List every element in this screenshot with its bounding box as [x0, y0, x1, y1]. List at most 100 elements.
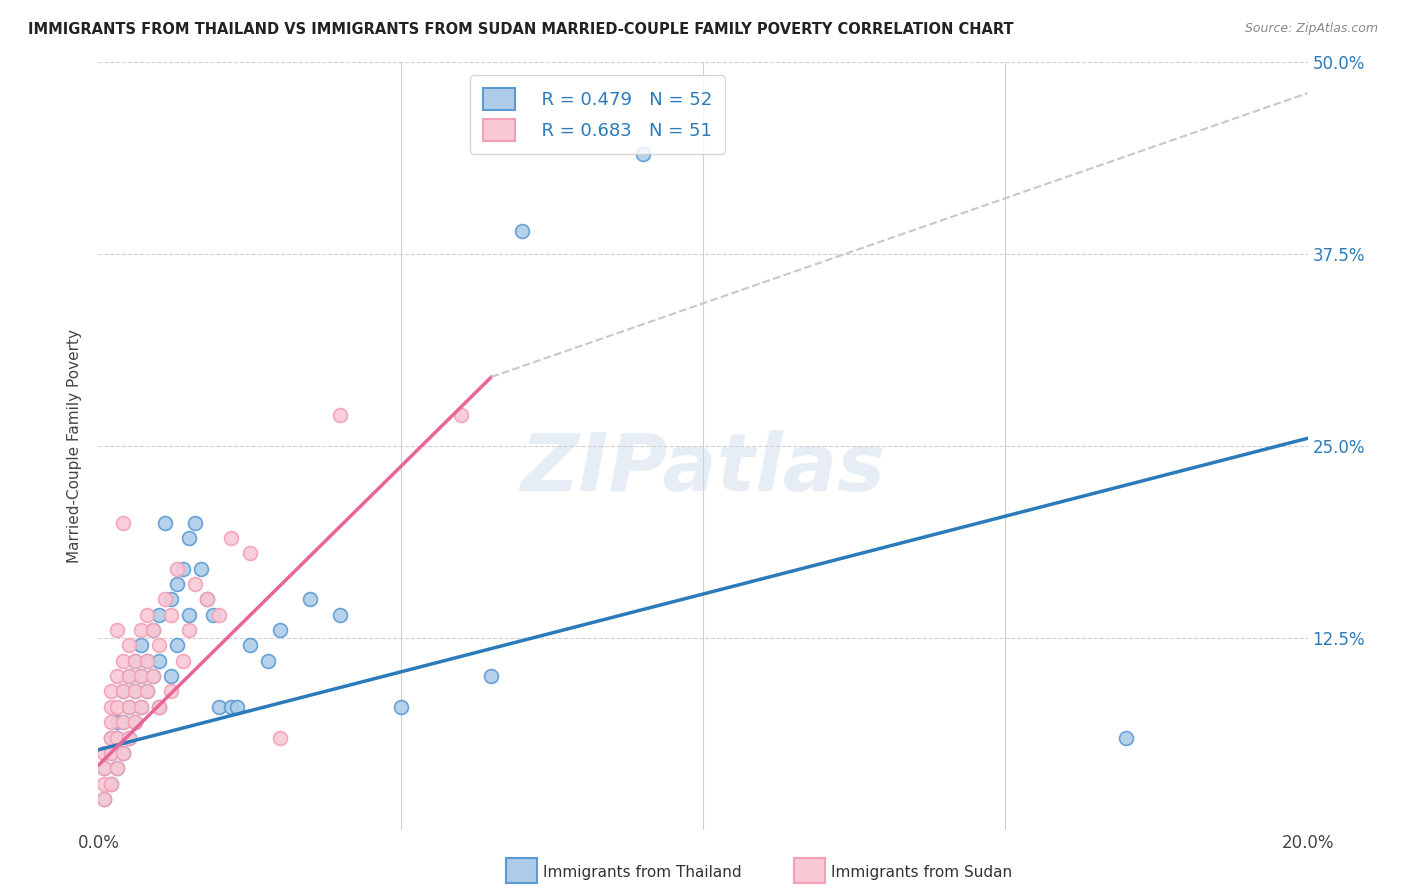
Point: [190, 562, 212, 576]
Point: [269, 623, 291, 637]
Point: [118, 669, 141, 683]
Point: [631, 147, 654, 161]
Point: [100, 731, 122, 745]
Y-axis label: Married-Couple Family Poverty: Married-Couple Family Poverty: [67, 329, 83, 563]
Point: [256, 654, 278, 668]
Point: [148, 654, 170, 668]
Point: [166, 562, 188, 576]
Point: [105, 623, 128, 637]
Text: ZIPatlas: ZIPatlas: [520, 430, 886, 508]
Point: [100, 746, 122, 760]
Text: Immigrants from Sudan: Immigrants from Sudan: [831, 865, 1012, 880]
Text: Immigrants from Thailand: Immigrants from Thailand: [543, 865, 741, 880]
Point: [118, 699, 141, 714]
Point: [226, 699, 249, 714]
Legend:   R = 0.479   N = 52,   R = 0.683   N = 51: R = 0.479 N = 52, R = 0.683 N = 51: [470, 75, 724, 153]
Point: [129, 623, 152, 637]
Point: [221, 699, 243, 714]
Point: [93, 776, 115, 790]
Point: [93, 792, 115, 806]
Point: [124, 654, 146, 668]
Point: [93, 761, 115, 775]
Point: [111, 684, 134, 698]
Point: [111, 516, 134, 530]
Point: [450, 409, 472, 423]
Point: [148, 607, 170, 622]
Point: [142, 623, 165, 637]
Point: [329, 409, 352, 423]
Point: [129, 669, 152, 683]
Point: [142, 623, 165, 637]
Point: [100, 746, 122, 760]
Text: IMMIGRANTS FROM THAILAND VS IMMIGRANTS FROM SUDAN MARRIED-COUPLE FAMILY POVERTY : IMMIGRANTS FROM THAILAND VS IMMIGRANTS F…: [28, 22, 1014, 37]
Point: [105, 699, 128, 714]
Point: [124, 654, 146, 668]
Point: [124, 715, 146, 730]
Point: [129, 699, 152, 714]
Point: [105, 669, 128, 683]
Point: [153, 516, 176, 530]
Point: [105, 761, 128, 775]
Point: [118, 731, 141, 745]
Point: [166, 577, 188, 591]
Point: [142, 669, 165, 683]
Point: [299, 592, 322, 607]
Point: [160, 607, 183, 622]
Point: [100, 776, 122, 790]
Point: [166, 639, 188, 653]
Point: [135, 684, 157, 698]
Point: [105, 731, 128, 745]
Point: [100, 715, 122, 730]
Point: [135, 684, 157, 698]
Point: [160, 684, 183, 698]
Point: [179, 623, 201, 637]
Point: [221, 531, 243, 545]
Point: [148, 699, 170, 714]
Point: [111, 746, 134, 760]
Point: [105, 715, 128, 730]
Point: [93, 761, 115, 775]
Point: [111, 746, 134, 760]
Point: [160, 592, 183, 607]
Text: Source: ZipAtlas.com: Source: ZipAtlas.com: [1244, 22, 1378, 36]
Point: [129, 639, 152, 653]
Point: [184, 516, 207, 530]
Point: [124, 684, 146, 698]
Point: [129, 699, 152, 714]
Point: [184, 577, 207, 591]
Point: [172, 654, 194, 668]
Point: [111, 684, 134, 698]
Point: [135, 654, 157, 668]
Point: [124, 715, 146, 730]
Point: [111, 715, 134, 730]
Point: [239, 546, 262, 560]
Point: [202, 607, 225, 622]
Point: [389, 699, 412, 714]
Point: [135, 654, 157, 668]
Point: [172, 562, 194, 576]
Point: [124, 684, 146, 698]
Point: [93, 792, 115, 806]
Point: [208, 607, 231, 622]
Point: [100, 684, 122, 698]
Point: [269, 731, 291, 745]
Point: [129, 669, 152, 683]
Point: [510, 224, 533, 238]
Point: [239, 639, 262, 653]
Point: [195, 592, 218, 607]
Point: [142, 669, 165, 683]
Point: [135, 607, 157, 622]
Point: [118, 669, 141, 683]
Point: [481, 669, 503, 683]
Point: [179, 531, 201, 545]
Point: [111, 715, 134, 730]
Point: [118, 699, 141, 714]
Point: [118, 731, 141, 745]
Point: [179, 607, 201, 622]
Point: [208, 699, 231, 714]
Point: [148, 639, 170, 653]
Point: [160, 669, 183, 683]
Point: [153, 592, 176, 607]
Point: [148, 699, 170, 714]
Point: [100, 699, 122, 714]
